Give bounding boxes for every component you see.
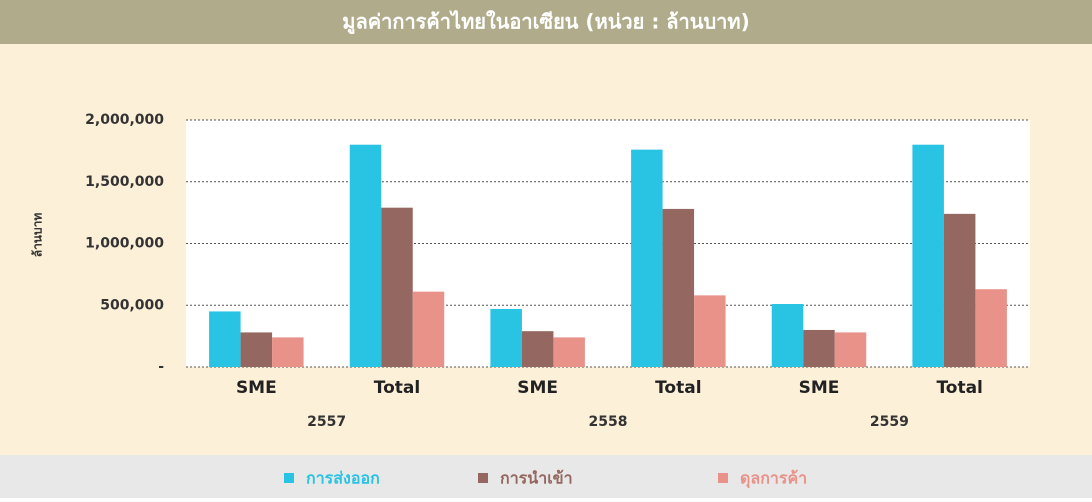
x-tick-label: SME [799, 378, 840, 398]
group-label: 2558 [589, 414, 628, 430]
bar [381, 207, 413, 367]
bar [521, 331, 554, 367]
title-bar [0, 0, 1092, 44]
x-tick-label: SME [517, 378, 558, 398]
y-tick-label: 2,000,000 [85, 112, 164, 128]
legend-label: การนำเข้า [500, 469, 573, 488]
legend-background [0, 455, 1092, 498]
bar [553, 337, 585, 367]
x-tick-label: Total [374, 378, 420, 398]
x-tick-label: SME [236, 378, 277, 398]
y-tick-label: 1,500,000 [85, 174, 164, 190]
bar [803, 329, 835, 367]
legend-label: ดุลการค้า [740, 469, 807, 489]
group-label: 2559 [870, 414, 909, 430]
y-tick-label: 1,000,000 [85, 236, 164, 252]
y-axis-label: ล้านบาท [31, 213, 45, 258]
bar [834, 332, 867, 367]
legend-swatch [718, 473, 728, 483]
bar [209, 311, 241, 367]
x-tick-label: Total [655, 378, 701, 398]
bar [272, 337, 304, 367]
bar [694, 295, 726, 367]
chart-title: มูลค่าการค้าไทยในอาเซียน (หน่วย : ล้านบา… [342, 10, 749, 36]
legend-swatch [284, 473, 294, 483]
bar [631, 149, 663, 367]
bar [349, 144, 382, 367]
bar [412, 291, 445, 367]
bar [975, 289, 1007, 367]
y-tick-label: 500,000 [100, 297, 164, 313]
group-label: 2557 [307, 414, 346, 430]
bar [662, 208, 695, 367]
bar [490, 308, 522, 367]
bar [943, 213, 976, 367]
legend-swatch [478, 473, 488, 483]
x-tick-label: Total [936, 378, 982, 398]
bar [771, 304, 804, 367]
bar [912, 144, 944, 367]
bar [240, 332, 273, 367]
legend-label: การส่งออก [306, 469, 380, 488]
y-tick-label: - [158, 359, 164, 375]
